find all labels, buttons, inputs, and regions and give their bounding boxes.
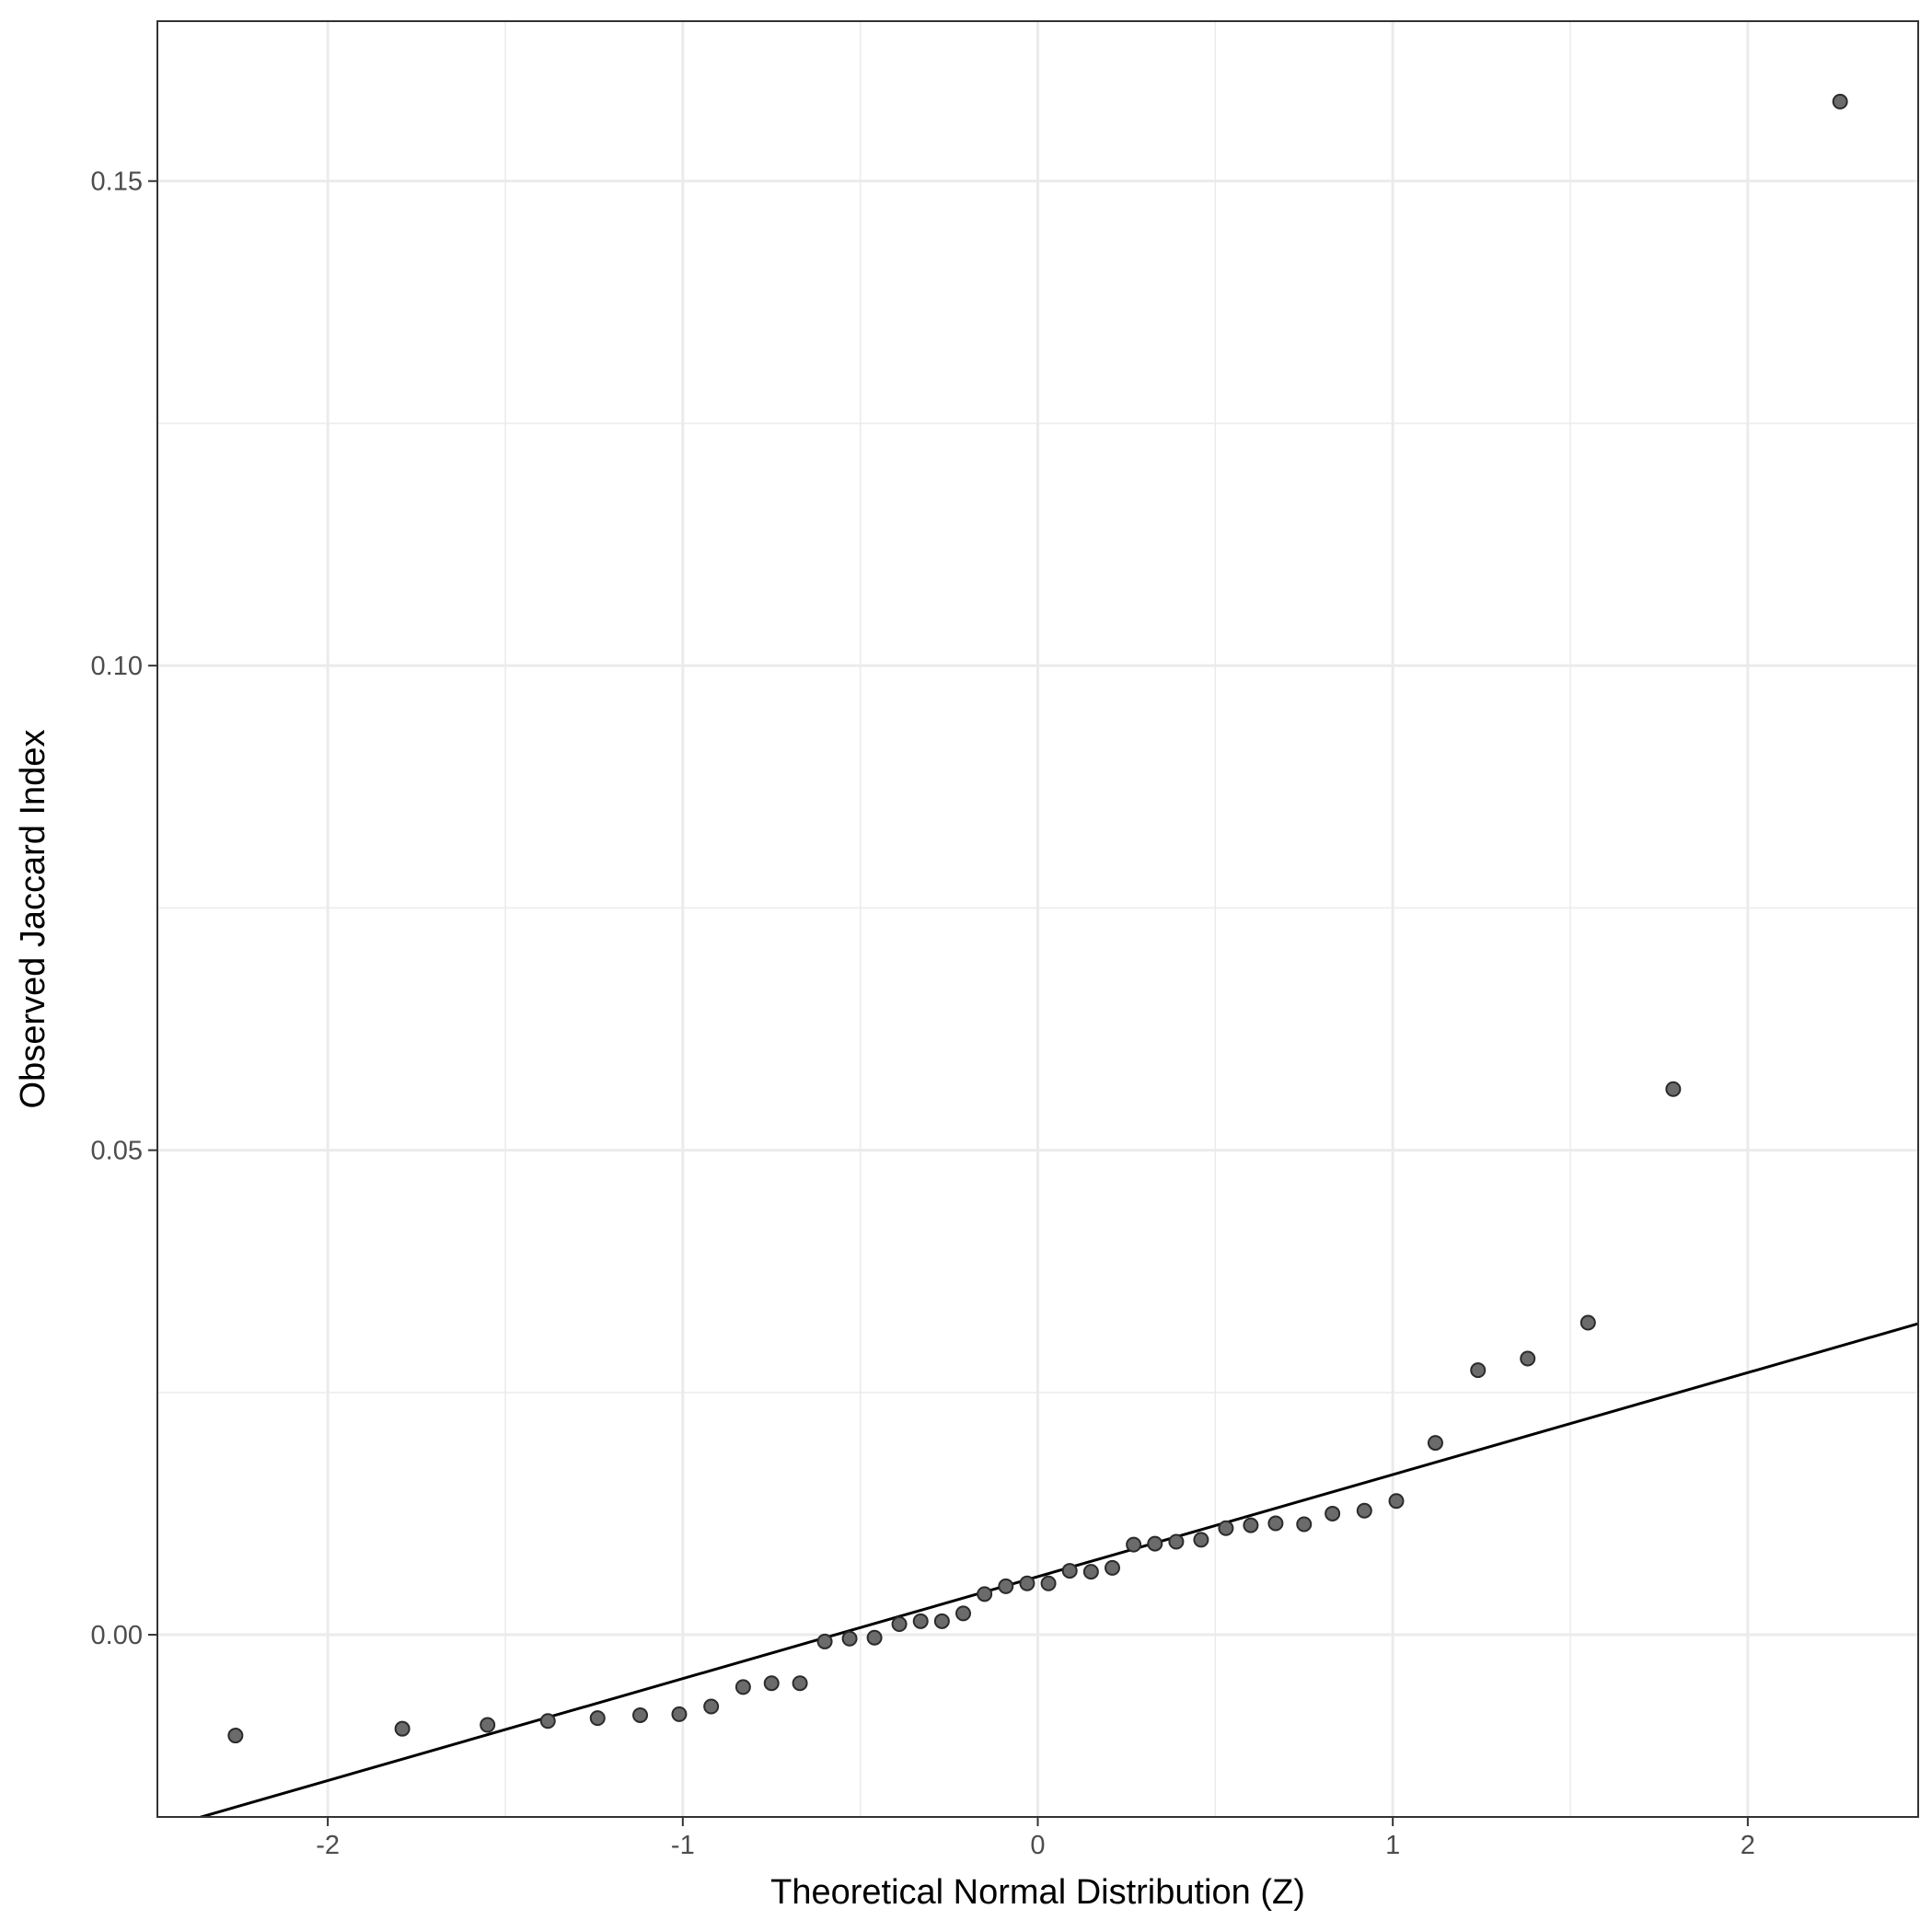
x-tick-label: 1	[1385, 1831, 1400, 1860]
data-point	[866, 1629, 883, 1646]
y-tick-label: 0.10	[91, 652, 143, 681]
data-point	[1267, 1515, 1284, 1532]
data-point	[632, 1706, 649, 1723]
data-point	[998, 1578, 1014, 1594]
data-point	[933, 1613, 950, 1629]
data-point	[1126, 1536, 1142, 1553]
data-point	[394, 1720, 411, 1737]
data-point	[1193, 1532, 1209, 1548]
reference-line	[196, 1322, 1918, 1817]
data-point	[1470, 1362, 1487, 1379]
data-point	[1243, 1517, 1259, 1533]
data-point	[1218, 1520, 1234, 1536]
data-point	[1168, 1533, 1185, 1550]
y-tick-label: 0.05	[91, 1137, 143, 1166]
x-tick-label: -2	[316, 1831, 340, 1860]
data-point	[539, 1713, 556, 1730]
data-point	[763, 1675, 780, 1692]
x-tick-label: -1	[671, 1831, 695, 1860]
data-point	[1104, 1559, 1120, 1576]
data-point	[1520, 1350, 1536, 1367]
data-point	[1665, 1081, 1682, 1097]
data-point	[1832, 93, 1848, 110]
data-point	[480, 1717, 496, 1733]
data-point	[1019, 1575, 1035, 1591]
x-axis-title: Theoretical Normal Distribution (Z)	[770, 1873, 1305, 1912]
data-point	[912, 1613, 929, 1629]
data-point	[977, 1586, 993, 1602]
data-point	[589, 1710, 606, 1727]
data-point	[1325, 1505, 1341, 1521]
data-point	[841, 1630, 858, 1647]
data-point	[1296, 1516, 1313, 1533]
data-point	[703, 1698, 720, 1715]
data-point	[1388, 1493, 1405, 1510]
reference-line-layer	[196, 1322, 1918, 1817]
x-tick-label: 2	[1741, 1831, 1755, 1860]
data-point	[816, 1633, 833, 1649]
data-point	[1040, 1575, 1057, 1591]
data-point	[227, 1728, 244, 1744]
data-point	[1427, 1435, 1443, 1452]
data-point	[1579, 1314, 1596, 1331]
y-tick-label: 0.15	[91, 168, 143, 197]
data-point	[955, 1605, 972, 1622]
data-point	[1147, 1535, 1163, 1552]
major-gridlines	[157, 21, 1918, 1817]
x-tick-label: 0	[1030, 1831, 1045, 1860]
x-axis: -2 -1 0 1 2	[316, 1817, 1755, 1860]
data-point	[671, 1706, 688, 1722]
data-points	[227, 93, 1848, 1744]
data-point	[1082, 1564, 1099, 1580]
data-point	[1356, 1502, 1372, 1519]
y-axis-title: Observed Jaccard Index	[14, 730, 52, 1109]
data-point	[735, 1679, 751, 1695]
y-axis: 0.00 0.05 0.10 0.15	[91, 168, 157, 1650]
data-point	[1061, 1563, 1078, 1579]
data-point	[891, 1615, 908, 1632]
y-tick-label: 0.00	[91, 1621, 143, 1650]
data-point	[792, 1675, 808, 1692]
